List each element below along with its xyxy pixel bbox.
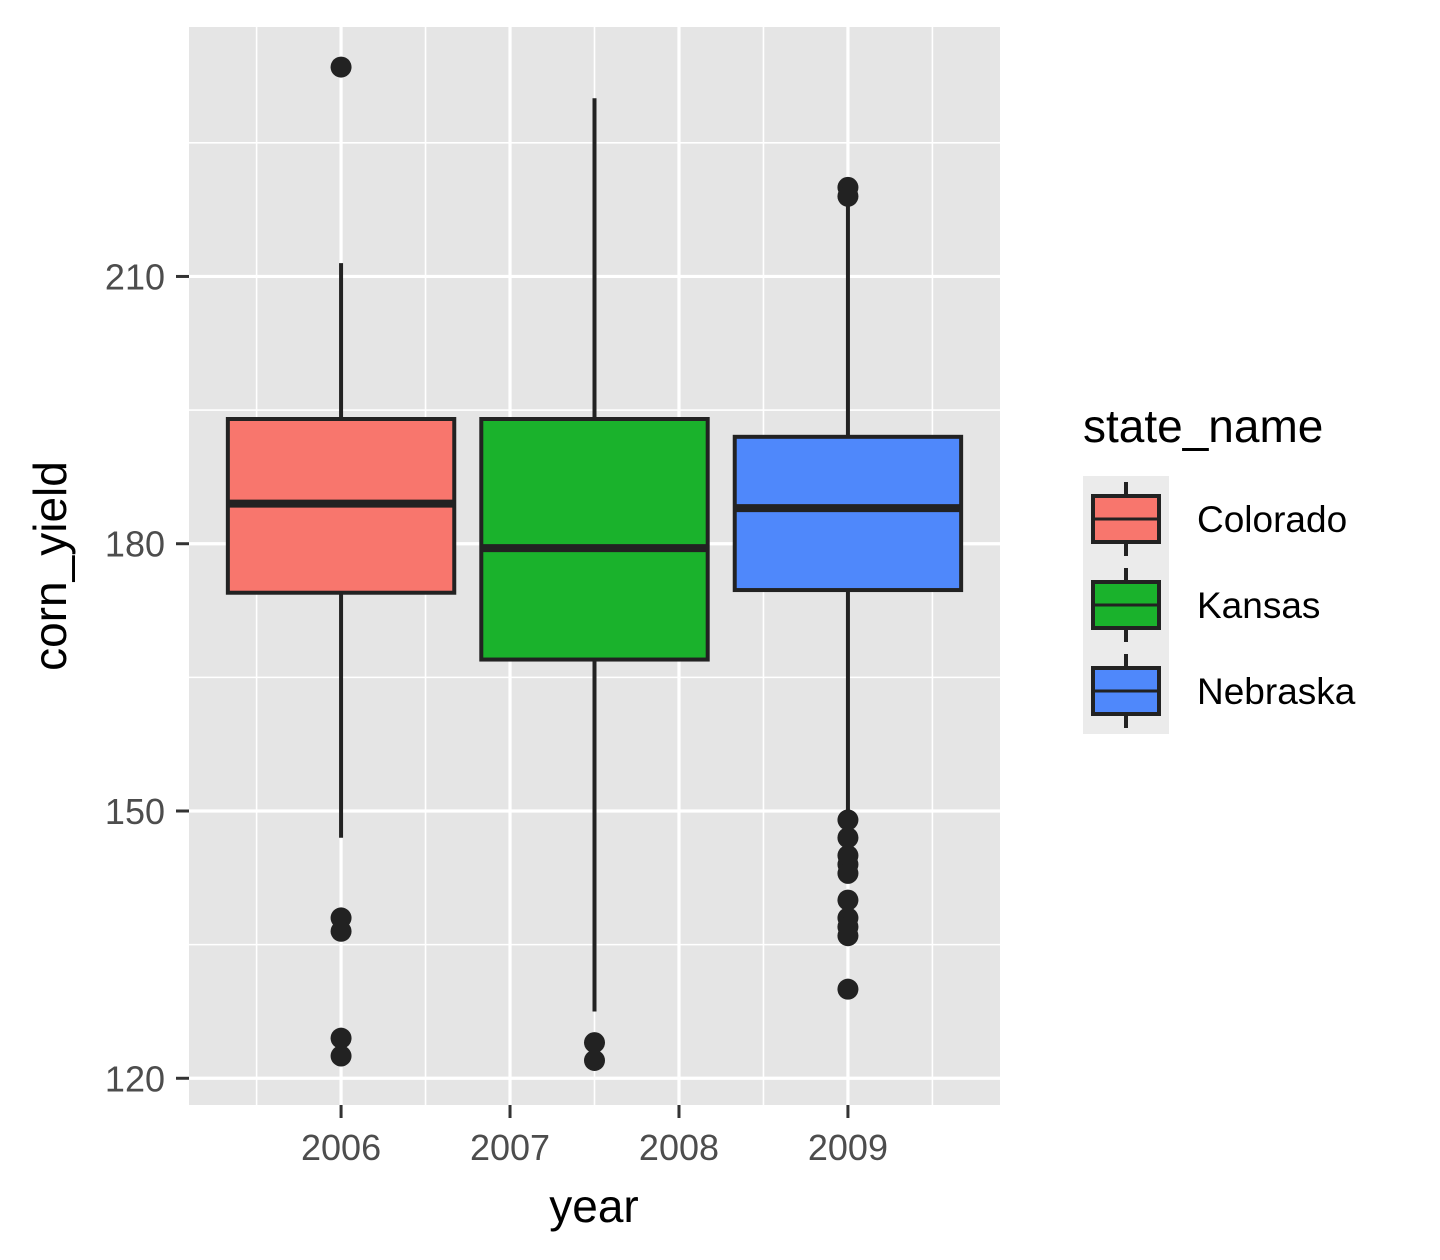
legend-label: Kansas: [1197, 585, 1320, 626]
y-axis-title: corn_yield: [24, 461, 76, 671]
outlier-point: [330, 1027, 352, 1049]
y-tick-label: 210: [105, 256, 165, 297]
box-iqr: [479, 417, 710, 662]
outlier-point: [837, 925, 859, 947]
box-nebraska: [732, 176, 964, 1000]
legend-item-nebraska: Nebraska: [1083, 648, 1356, 734]
box-kansas: [479, 98, 710, 1071]
x-tick-label: 2007: [470, 1127, 550, 1168]
legend-label: Nebraska: [1197, 671, 1356, 712]
x-tick-label: 2006: [301, 1127, 381, 1168]
x-axis-title: year: [549, 1180, 638, 1232]
outlier-point: [584, 1032, 605, 1054]
outlier-point: [330, 920, 352, 942]
outlier-point: [837, 978, 859, 1000]
x-tick-label: 2008: [639, 1127, 719, 1168]
x-axis: 2006 2007 2008 2009: [301, 1105, 888, 1168]
legend-title: state_name: [1083, 400, 1323, 452]
legend: Colorado Kansas Nebraska: [1083, 476, 1356, 734]
y-tick-label: 180: [105, 524, 165, 565]
box-series: [225, 56, 964, 1071]
box-colorado: [225, 56, 457, 1067]
y-axis: 120 150 180 210: [105, 256, 189, 1099]
outlier-point: [584, 1049, 605, 1071]
outlier-point: [837, 809, 859, 831]
x-tick-label: 2009: [808, 1127, 888, 1168]
y-tick-label: 150: [105, 791, 165, 832]
outlier-point: [837, 889, 859, 911]
legend-item-kansas: Kansas: [1083, 562, 1320, 648]
box-iqr: [732, 434, 964, 593]
outlier-point: [837, 185, 859, 207]
outlier-point: [330, 1045, 352, 1067]
outlier-point: [837, 827, 859, 849]
outlier-point: [330, 56, 352, 78]
legend-item-colorado: Colorado: [1083, 476, 1347, 562]
outlier-point: [837, 862, 859, 884]
y-tick-label: 120: [105, 1058, 165, 1099]
legend-label: Colorado: [1197, 499, 1347, 540]
